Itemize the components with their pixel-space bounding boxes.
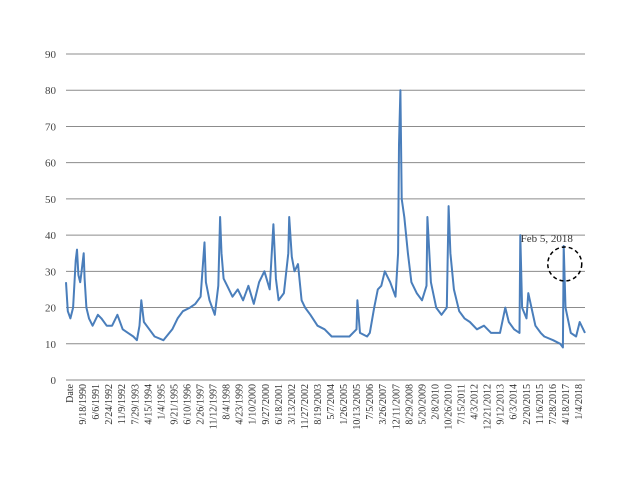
x-tick-label: 6/3/2014 [509, 384, 520, 420]
x-tick-label: 2/20/2015 [522, 384, 533, 425]
x-tick-label: 11/6/2015 [535, 384, 546, 424]
x-tick-label: 3/13/2002 [287, 384, 298, 425]
x-tick-label: 11/12/1997 [209, 384, 220, 429]
x-tick-label: 4/23/1999 [235, 384, 246, 425]
x-tick-label: 9/21/1995 [169, 384, 180, 425]
y-axis-tick-labels: 0 10 20 30 40 50 60 70 80 90 [45, 49, 57, 387]
x-tick-label: 4/15/1994 [143, 384, 154, 425]
x-tick-label: 7/5/2006 [365, 384, 376, 420]
x-tick-label: 10/26/2010 [443, 384, 454, 430]
x-tick-label: 7/29/1993 [130, 384, 141, 425]
y-tick-label: 10 [45, 339, 57, 351]
x-tick-label: 4/18/2017 [561, 384, 572, 425]
y-tick-label: 50 [45, 194, 57, 206]
y-tick-label: 20 [45, 303, 57, 315]
x-tick-label: 7/15/2011 [457, 384, 468, 424]
x-tick-label: 2/24/1992 [104, 384, 115, 425]
x-tick-label: 12/21/2012 [483, 384, 494, 430]
y-tick-label: 60 [45, 158, 57, 170]
x-tick-label: 8/29/2008 [404, 384, 415, 425]
gridlines [66, 53, 585, 345]
x-tick-label: 5/20/2009 [417, 384, 428, 425]
x-tick-label: 4/3/2012 [470, 384, 481, 420]
x-tick-label: 12/11/2007 [391, 384, 402, 429]
y-tick-label: 40 [45, 230, 57, 242]
x-tick-label: 1/10/2000 [248, 384, 259, 425]
x-axis-tick-labels: Date 9/18/1990 6/6/1991 2/24/1992 11/9/1992 7… [65, 383, 585, 429]
x-tick-label: 9/18/1990 [78, 384, 89, 425]
x-tick-label: 8/19/2003 [313, 384, 324, 425]
x-tick-label: 11/27/2002 [300, 384, 311, 429]
x-tick-label: 9/12/2013 [496, 384, 507, 425]
x-tick-label: 2/26/1997 [196, 384, 207, 425]
x-tick-label: 5/7/2004 [326, 384, 337, 420]
x-tick-label: 10/13/2005 [352, 384, 363, 430]
x-tick-label: 7/28/2016 [548, 384, 559, 425]
x-tick-label: 11/9/1992 [117, 384, 128, 424]
x-tick-label: 6/10/1996 [182, 384, 193, 425]
annotation-circle [546, 246, 583, 282]
x-tick-label: 6/6/1991 [91, 384, 102, 420]
x-tick-label: 9/27/2000 [261, 384, 272, 425]
y-tick-label: 80 [45, 85, 57, 97]
y-tick-label: 70 [45, 121, 57, 133]
x-tick-label: 8/4/1998 [222, 384, 233, 420]
x-tick-label: Date [65, 383, 76, 402]
x-tick-label: 3/26/2007 [378, 384, 389, 425]
x-tick-label: 1/4/2018 [574, 384, 585, 420]
x-tick-label: 1/4/1995 [156, 384, 167, 420]
y-tick-label: 0 [51, 375, 57, 387]
y-tick-label: 30 [45, 266, 57, 278]
y-tick-label: 90 [45, 49, 57, 61]
x-tick-label: 2/8/2010 [430, 384, 441, 420]
annotation-label: Feb 5, 2018 [521, 233, 574, 245]
x-tick-label: 1/26/2005 [339, 384, 350, 425]
series-line [65, 89, 586, 349]
x-tick-label: 6/18/2001 [274, 384, 285, 425]
